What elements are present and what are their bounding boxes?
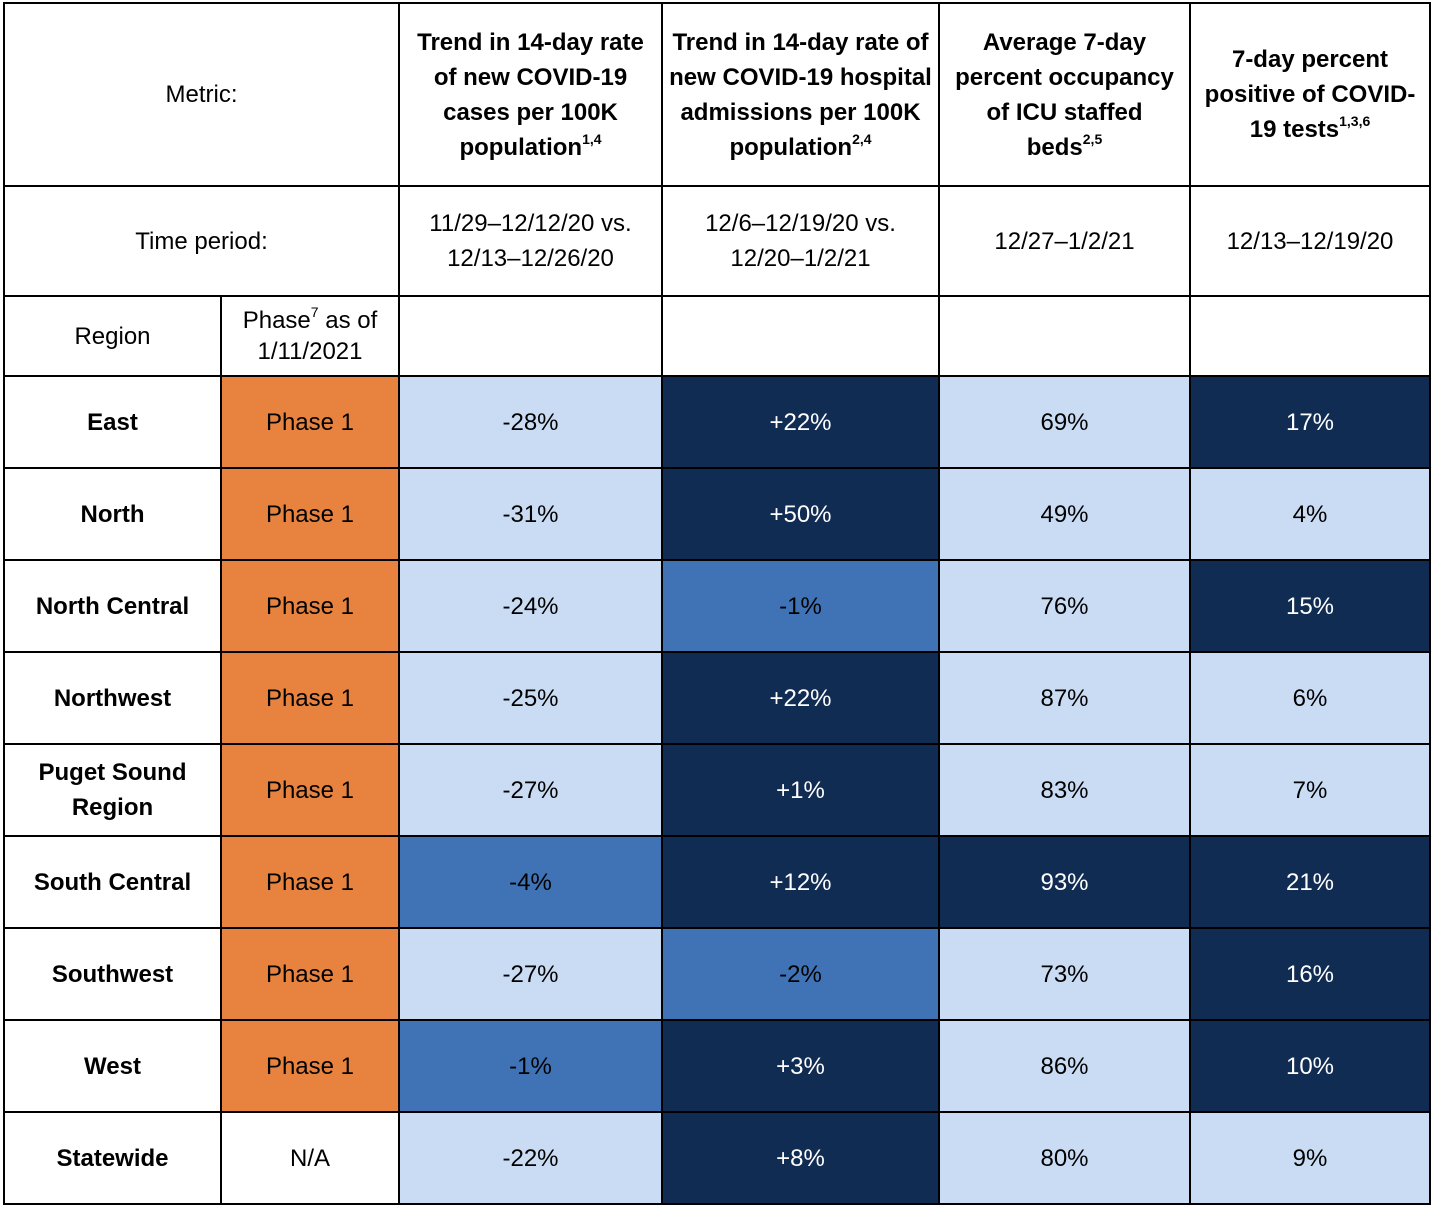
region-name: Statewide	[3, 1111, 222, 1205]
percent-positive-cell: 15%	[1189, 559, 1431, 653]
percent-positive-cell: 4%	[1189, 467, 1431, 561]
icu-occupancy-cell: 86%	[938, 1019, 1191, 1113]
percent-positive-cell: 6%	[1189, 651, 1431, 745]
percent-positive-cell: 7%	[1189, 743, 1431, 837]
phase-cell: Phase 1	[220, 375, 400, 469]
region-name: East	[3, 375, 222, 469]
metric-hosp-title: Trend in 14-day rate of new COVID-19 hos…	[669, 28, 932, 161]
covid-metrics-table: Metric: Trend in 14-day rate of new COVI…	[3, 2, 1431, 1205]
phase-header-label: Phase	[242, 307, 311, 334]
metric-icu-footnote: 2,5	[1082, 130, 1103, 147]
icu-occupancy-cell: 76%	[938, 559, 1191, 653]
cases-trend-cell: -31%	[398, 467, 663, 561]
metric-cases-title: Trend in 14-day rate of new COVID-19 cas…	[417, 28, 644, 161]
icu-occupancy-cell: 80%	[938, 1111, 1191, 1205]
hosp-trend-cell: +22%	[661, 651, 940, 745]
time-period-row: Time period: 11/29–12/12/20 vs. 12/13–12…	[3, 185, 1431, 297]
metric-label: Metric:	[3, 2, 400, 187]
region-name: North	[3, 467, 222, 561]
metric-cases-footnote: 1,4	[582, 130, 602, 147]
cases-trend-cell: -1%	[398, 1019, 663, 1113]
cases-trend-cell: -4%	[398, 835, 663, 929]
table-row: North Central Phase 1 -24% -1% 76% 15%	[3, 559, 1431, 653]
icu-occupancy-cell: 69%	[938, 375, 1191, 469]
phase-cell: Phase 1	[220, 467, 400, 561]
metric-header-row: Metric: Trend in 14-day rate of new COVI…	[3, 2, 1431, 187]
percent-positive-cell: 10%	[1189, 1019, 1431, 1113]
table-row: East Phase 1 -28% +22% 69% 17%	[3, 375, 1431, 469]
metric-cases-header: Trend in 14-day rate of new COVID-19 cas…	[398, 2, 663, 187]
table-row: West Phase 1 -1% +3% 86% 10%	[3, 1019, 1431, 1113]
region-header-row: Region Phase7 as of 1/11/2021	[3, 295, 1431, 377]
cases-trend-cell: -25%	[398, 651, 663, 745]
metric-pos-footnote: 1,3,6	[1339, 113, 1371, 129]
phase-header-label-rest: as of	[318, 307, 378, 334]
table-row: South Central Phase 1 -4% +12% 93% 21%	[3, 835, 1431, 929]
metric-pos-title: 7-day percent positive of COVID-19 tests	[1204, 46, 1416, 143]
table-row: Statewide N/A -22% +8% 80% 9%	[3, 1111, 1431, 1205]
icu-occupancy-cell: 93%	[938, 835, 1191, 929]
cases-trend-cell: -28%	[398, 375, 663, 469]
period-hosp: 12/6–12/19/20 vs. 12/20–1/2/21	[661, 185, 940, 297]
percent-positive-cell: 9%	[1189, 1111, 1431, 1205]
icu-occupancy-cell: 73%	[938, 927, 1191, 1021]
phase-cell: Phase 1	[220, 835, 400, 929]
hosp-trend-cell: +50%	[661, 467, 940, 561]
cases-trend-cell: -27%	[398, 743, 663, 837]
hosp-trend-cell: +12%	[661, 835, 940, 929]
percent-positive-cell: 16%	[1189, 927, 1431, 1021]
table-row: Puget Sound Region Phase 1 -27% +1% 83% …	[3, 743, 1431, 837]
cases-trend-cell: -27%	[398, 927, 663, 1021]
phase-cell: Phase 1	[220, 651, 400, 745]
phase-cell: Phase 1	[220, 559, 400, 653]
hosp-trend-cell: +3%	[661, 1019, 940, 1113]
metric-icu-title: Average 7-day percent occupancy of ICU s…	[955, 28, 1174, 161]
empty-cell	[1189, 295, 1431, 377]
period-cases: 11/29–12/12/20 vs. 12/13–12/26/20	[398, 185, 663, 297]
time-period-label: Time period:	[3, 185, 400, 297]
hosp-trend-cell: -2%	[661, 927, 940, 1021]
region-name: Puget Sound Region	[3, 743, 222, 837]
icu-occupancy-cell: 83%	[938, 743, 1191, 837]
region-name: Southwest	[3, 927, 222, 1021]
region-name: Northwest	[3, 651, 222, 745]
icu-occupancy-cell: 87%	[938, 651, 1191, 745]
icu-occupancy-cell: 49%	[938, 467, 1191, 561]
metric-hosp-header: Trend in 14-day rate of new COVID-19 hos…	[661, 2, 940, 187]
percent-positive-cell: 21%	[1189, 835, 1431, 929]
hosp-trend-cell: +1%	[661, 743, 940, 837]
region-name: North Central	[3, 559, 222, 653]
phase-cell: Phase 1	[220, 743, 400, 837]
hosp-trend-cell: +8%	[661, 1111, 940, 1205]
table-row: North Phase 1 -31% +50% 49% 4%	[3, 467, 1431, 561]
cases-trend-cell: -24%	[398, 559, 663, 653]
region-name: West	[3, 1019, 222, 1113]
empty-cell	[661, 295, 940, 377]
empty-cell	[398, 295, 663, 377]
percent-positive-cell: 17%	[1189, 375, 1431, 469]
phase-header: Phase7 as of 1/11/2021	[220, 295, 400, 377]
empty-cell	[938, 295, 1191, 377]
phase-cell: Phase 1	[220, 927, 400, 1021]
hosp-trend-cell: +22%	[661, 375, 940, 469]
table-row: Northwest Phase 1 -25% +22% 87% 6%	[3, 651, 1431, 745]
region-header: Region	[3, 295, 222, 377]
region-name: South Central	[3, 835, 222, 929]
phase-header-footnote: 7	[310, 304, 319, 320]
phase-cell: N/A	[220, 1111, 400, 1205]
metric-icu-header: Average 7-day percent occupancy of ICU s…	[938, 2, 1191, 187]
period-pos: 12/13–12/19/20	[1189, 185, 1431, 297]
metric-pos-header: 7-day percent positive of COVID-19 tests…	[1189, 2, 1431, 187]
hosp-trend-cell: -1%	[661, 559, 940, 653]
table-row: Southwest Phase 1 -27% -2% 73% 16%	[3, 927, 1431, 1021]
phase-cell: Phase 1	[220, 1019, 400, 1113]
cases-trend-cell: -22%	[398, 1111, 663, 1205]
period-icu: 12/27–1/2/21	[938, 185, 1191, 297]
metric-hosp-footnote: 2,4	[852, 130, 872, 147]
phase-header-date: 1/11/2021	[257, 338, 363, 365]
